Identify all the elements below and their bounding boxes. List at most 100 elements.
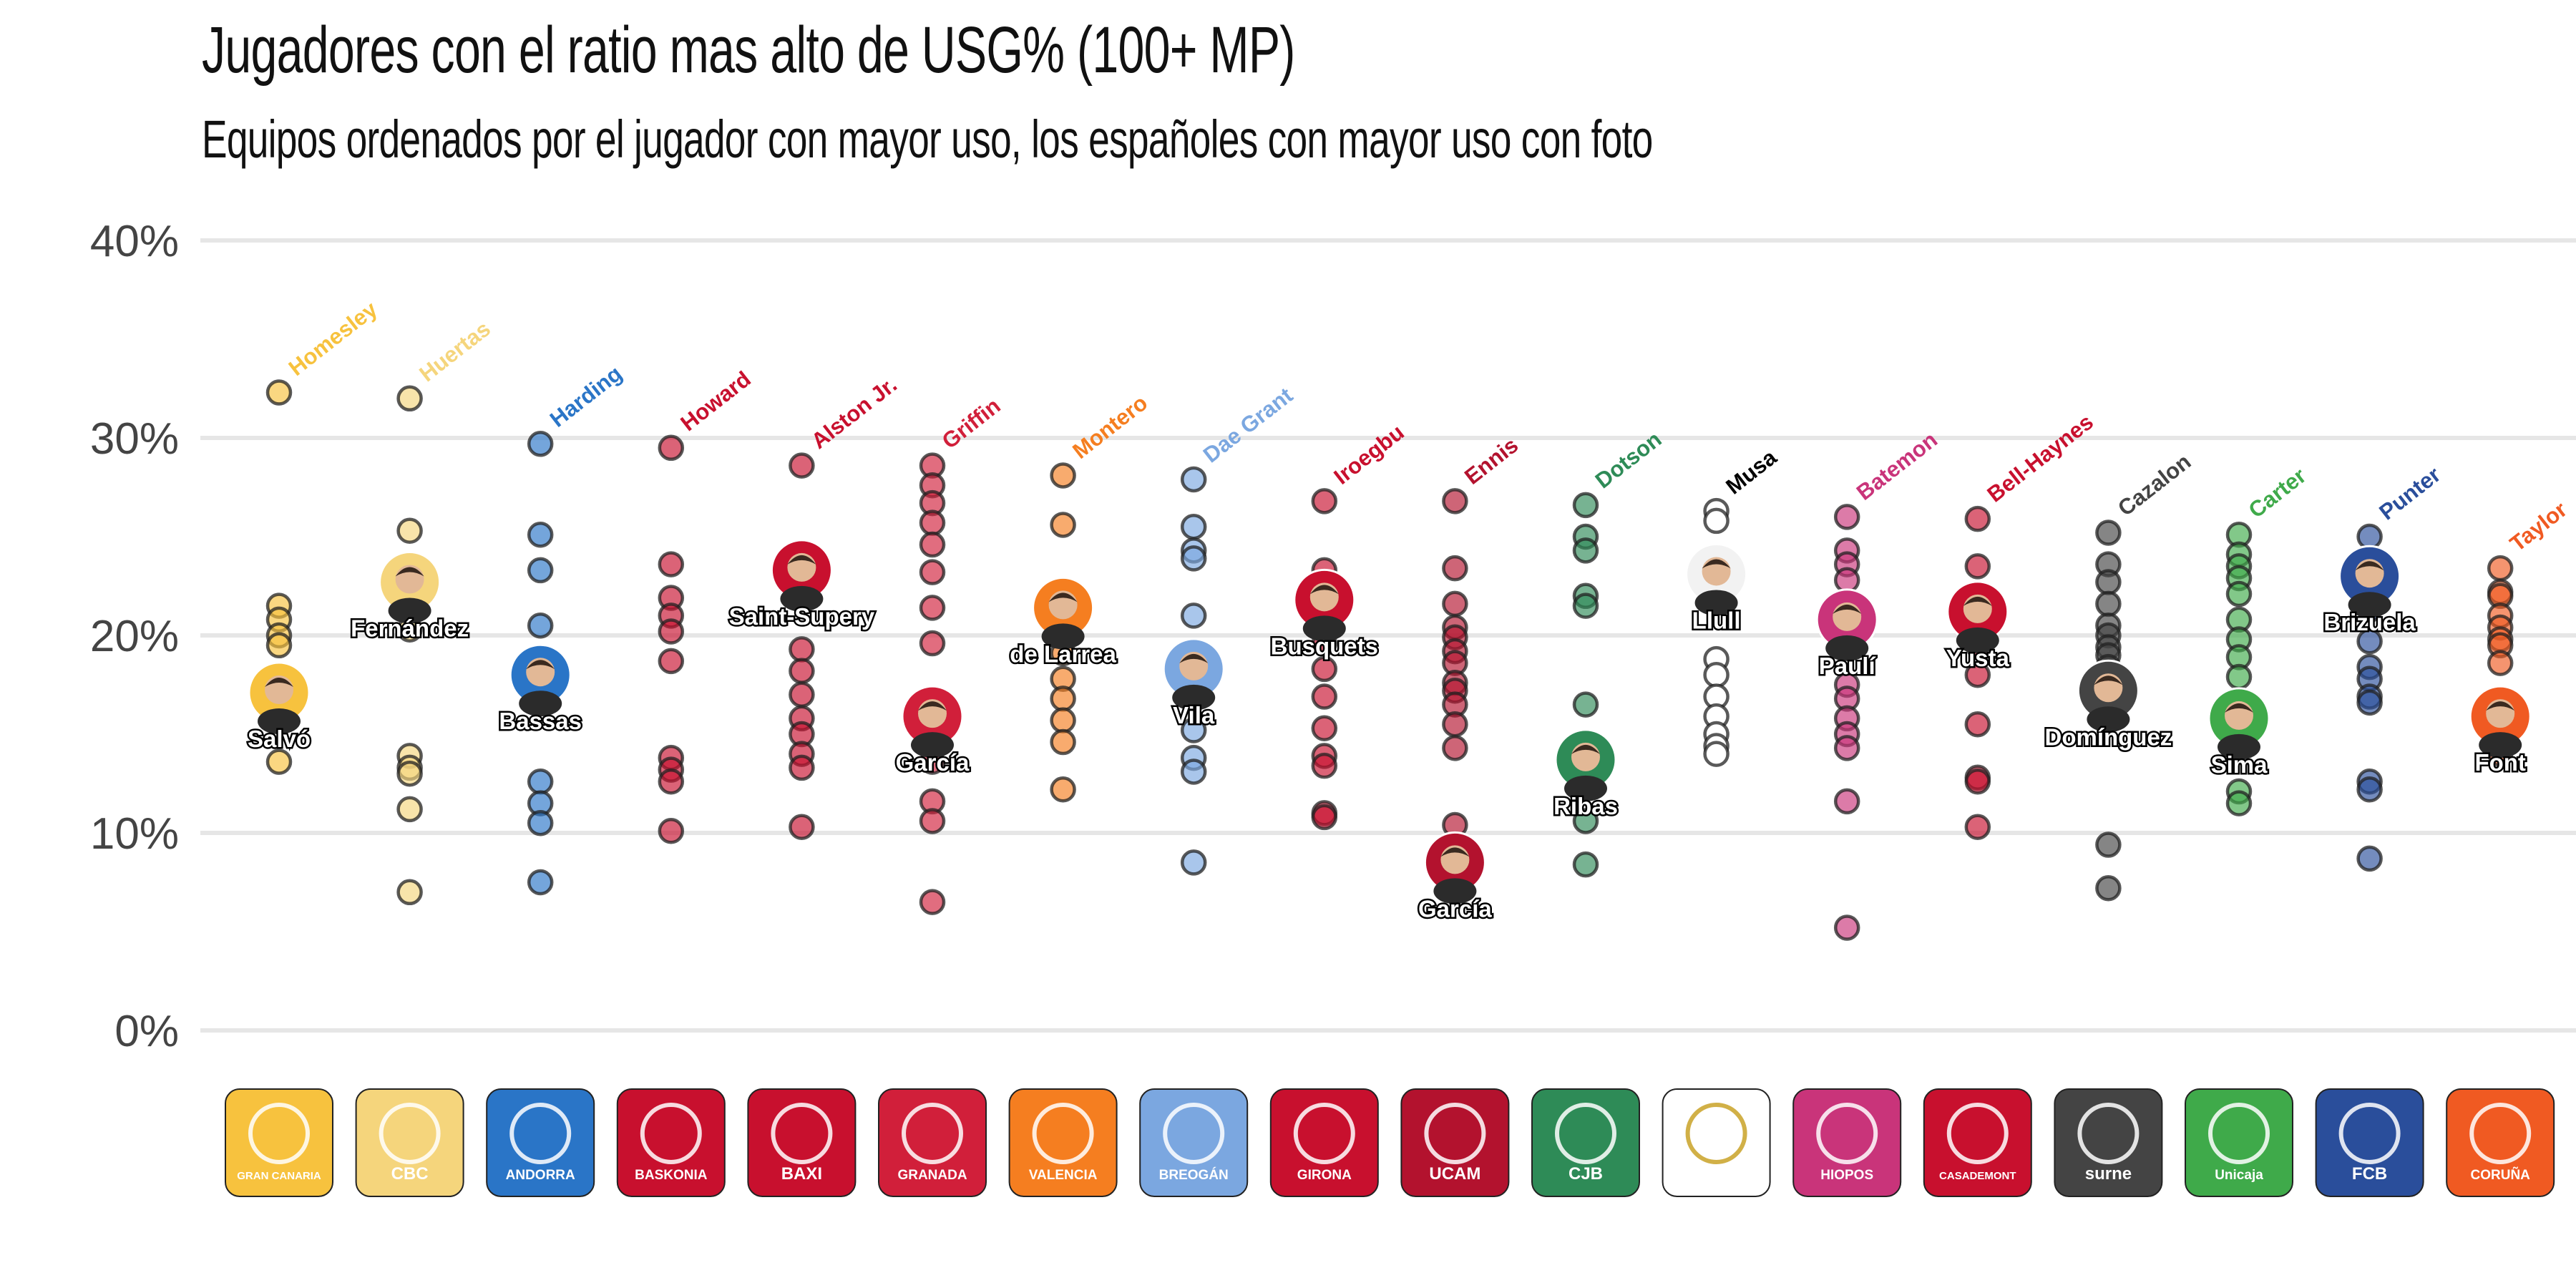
team-logo-hiopos-lleida: HIOPOS (1792, 1088, 1902, 1197)
spanish-player-label: Busquets (1271, 633, 1378, 659)
team-logo-text: BAXI (781, 1164, 822, 1184)
data-point (2225, 580, 2253, 608)
data-point (919, 808, 946, 834)
data-point (658, 768, 685, 795)
data-point (919, 559, 946, 585)
team-logo-surne-bilbao-basket: surne (2054, 1088, 2163, 1197)
spanish-player-label: Fernández (351, 615, 469, 641)
player-photo-garcia (901, 685, 964, 758)
y-tick-label: 10% (90, 809, 179, 859)
data-point (2356, 845, 2383, 872)
top-player-label: Carter (2244, 463, 2311, 523)
data-point (2095, 569, 2122, 595)
team-logo-rio-breogan: BREOGÁN (1139, 1088, 1249, 1197)
top-player-label: Taylor (2505, 497, 2572, 556)
team-logo-casademont-zaragoza: CASADEMONT (1923, 1088, 2032, 1197)
data-point (1180, 717, 1207, 743)
data-point (919, 509, 946, 536)
data-point (1833, 504, 1860, 530)
data-point (2356, 628, 2383, 655)
data-point (396, 517, 423, 544)
top-player-label: Howard (676, 366, 756, 436)
data-point (1180, 466, 1207, 493)
data-point (1311, 804, 1338, 831)
data-point (2356, 523, 2383, 550)
data-point (1050, 462, 1076, 489)
data-point (2356, 689, 2383, 716)
player-photo-sima (2207, 687, 2270, 760)
data-point (527, 768, 554, 795)
y-tick-label: 20% (90, 612, 179, 661)
team-logo-text: UCAM (1429, 1164, 1480, 1184)
data-point (1572, 537, 1599, 564)
data-point (1311, 488, 1338, 514)
chart-subtitle: Equipos ordenados por el jugador con may… (202, 109, 1653, 169)
data-point (527, 809, 554, 836)
data-point (1833, 735, 1860, 761)
team-logo-text: BASKONIA (635, 1168, 708, 1183)
data-point (527, 557, 554, 584)
data-point (2095, 831, 2122, 858)
data-point (1964, 814, 1991, 840)
data-point (919, 531, 946, 558)
data-point (1964, 553, 1991, 580)
team-logo-unicaja: Unicaja (2185, 1088, 2293, 1197)
team-logo-ucam-murcia: UCAM (1400, 1088, 1510, 1197)
data-point (396, 760, 423, 787)
team-logo-gran-canaria: GRAN CANARIA (225, 1088, 333, 1197)
data-point (527, 521, 554, 548)
top-player-label: Harding (545, 361, 627, 432)
data-point (1311, 752, 1338, 779)
data-point (2095, 875, 2122, 902)
player-photo-font (2469, 685, 2532, 758)
data-point (1703, 741, 1729, 767)
team-logo-real-madrid: RM (1662, 1088, 1771, 1197)
spanish-player-label: de Larrea (1010, 640, 1116, 667)
data-point (1572, 492, 1599, 519)
top-player-label: Alston Jr. (806, 372, 902, 454)
data-point (265, 632, 293, 659)
team-logo-joventut-badalona: CJB (1531, 1088, 1640, 1197)
spanish-player-label: Ribas (1553, 793, 1618, 819)
data-point (1833, 914, 1860, 941)
data-point (1180, 849, 1207, 876)
team-logo-text: BREOGÁN (1159, 1167, 1229, 1183)
top-player-label: Huertas (414, 316, 495, 387)
spanish-player-label: Domínguez (2044, 723, 2172, 750)
y-axis: 0% 10% 20% 30% 40% (90, 217, 179, 1056)
data-point (396, 385, 423, 412)
data-point (2356, 776, 2383, 803)
team-logo-text: RM (1703, 1164, 1729, 1184)
data-point (1180, 545, 1207, 572)
data-point (1572, 851, 1599, 878)
data-point (789, 681, 815, 708)
data-point (1050, 776, 1076, 803)
data-point (2225, 663, 2253, 691)
data-point (789, 658, 815, 684)
team-logo-text: VALENCIA (1029, 1168, 1098, 1183)
spanish-player-label: Salvó (248, 726, 311, 752)
top-player-label: Montero (1068, 390, 1152, 464)
team-logo-text: GRANADA (897, 1168, 967, 1183)
spanish-player-label: Bassas (499, 708, 582, 734)
team-logo-baskonia: BASKONIA (616, 1088, 726, 1197)
team-logo-text: CORUÑA (2471, 1167, 2531, 1183)
data-point (1442, 488, 1468, 514)
y-tick-label: 40% (90, 217, 179, 266)
data-point (658, 434, 685, 462)
team-logo-baxi-manresa: BAXI (747, 1088, 857, 1197)
data-point (1442, 735, 1468, 761)
data-point (1050, 728, 1076, 756)
team-logo-fc-barcelona: FCB (2315, 1088, 2424, 1197)
team-logo-morabanc-andorra: ANDORRA (486, 1088, 595, 1197)
spanish-player-label: Paulí (1819, 653, 1877, 679)
data-point (2487, 555, 2514, 582)
team-logo-text: HIOPOS (1820, 1168, 1873, 1183)
team-logo-coviran-granada: GRANADA (878, 1088, 987, 1197)
player-photo-yusta (1946, 580, 2009, 653)
data-point (1703, 507, 1729, 535)
data-point (2225, 790, 2253, 816)
top-player-label: Musa (1721, 444, 1782, 499)
data-point (658, 648, 685, 675)
data-point (1442, 555, 1468, 582)
